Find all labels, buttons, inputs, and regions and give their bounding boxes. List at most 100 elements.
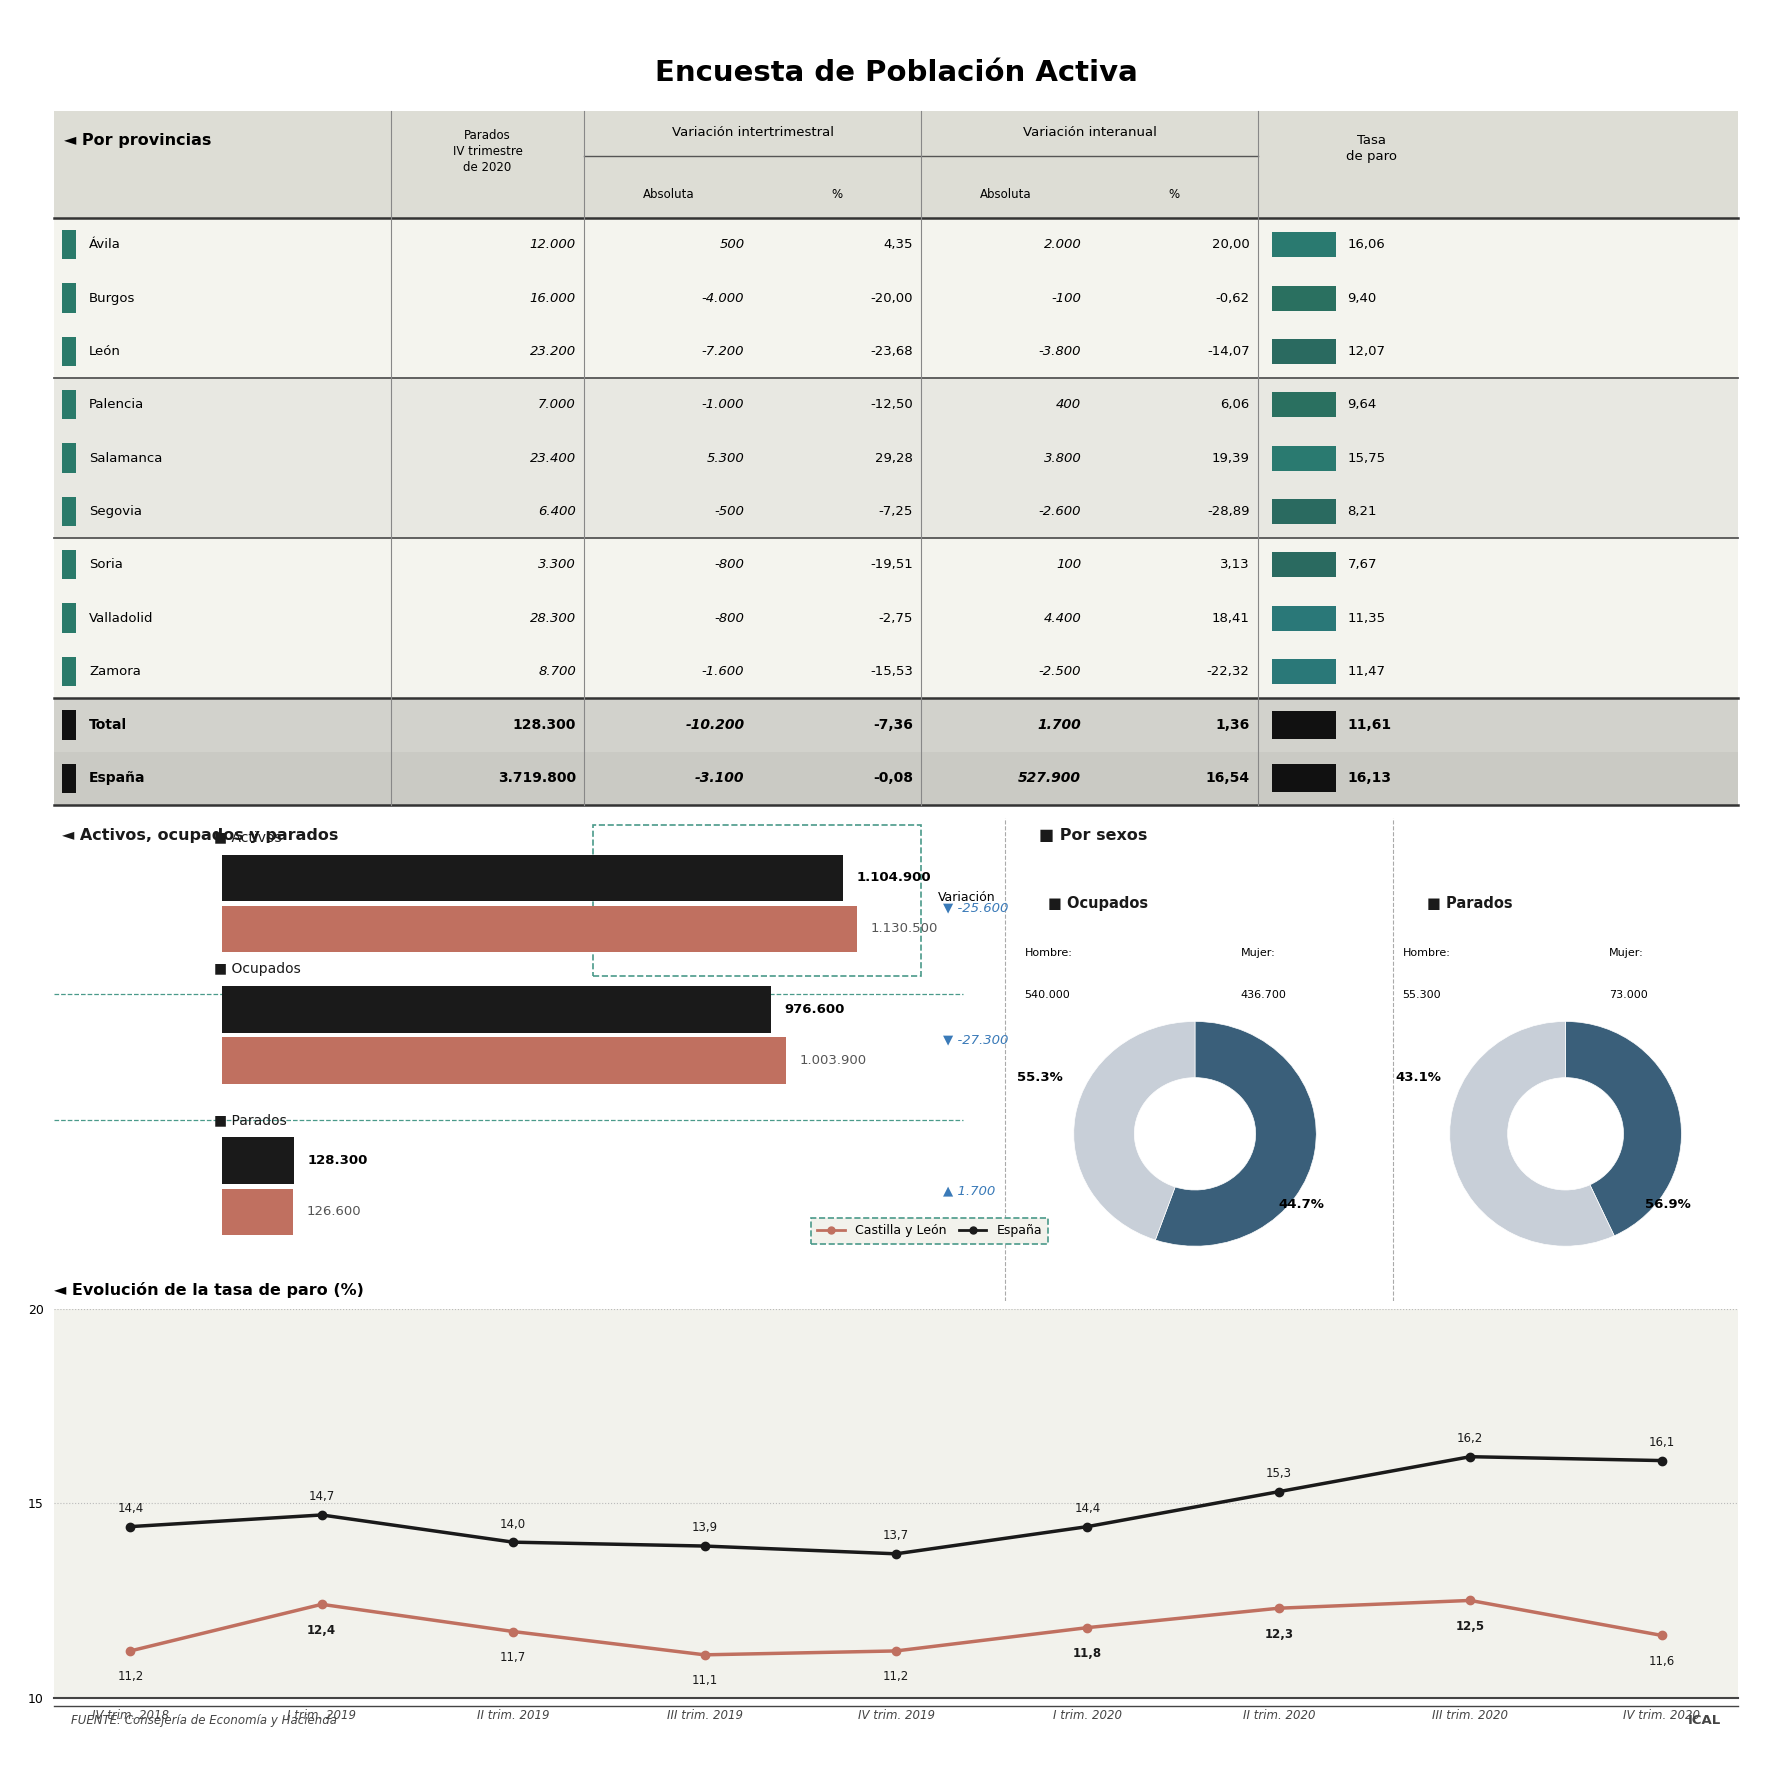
Bar [54, 485, 1738, 538]
Text: 9,64: 9,64 [1348, 398, 1376, 412]
Bar [222, 905, 857, 951]
Text: 1.104.900: 1.104.900 [857, 872, 930, 884]
Text: Encuesta de Población Activa: Encuesta de Población Activa [654, 59, 1138, 87]
Text: 2.000: 2.000 [1043, 238, 1081, 252]
Text: 6,06: 6,06 [1220, 398, 1249, 412]
Bar [1272, 765, 1335, 792]
Text: Tasa
de paro: Tasa de paro [1346, 133, 1398, 163]
Text: %: % [1168, 188, 1179, 201]
Text: -500: -500 [715, 504, 744, 518]
Text: ◄ Activos, ocupados y parados: ◄ Activos, ocupados y parados [63, 827, 339, 843]
Text: 3,13: 3,13 [1220, 559, 1249, 572]
Text: 15,75: 15,75 [1348, 451, 1385, 465]
Text: 16,54: 16,54 [1206, 770, 1249, 785]
Text: 12.000: 12.000 [530, 238, 575, 252]
Text: 3.719.800: 3.719.800 [498, 770, 575, 785]
Text: 976.600: 976.600 [785, 1003, 844, 1015]
Text: Parados
IV trimestre
de 2020: Parados IV trimestre de 2020 [453, 130, 523, 174]
Text: 14,4: 14,4 [1073, 1502, 1100, 1516]
Text: Absoluta: Absoluta [643, 188, 695, 201]
Text: IV trimestre 2020: IV trimestre 2020 [665, 868, 769, 880]
Text: -20,00: -20,00 [871, 291, 912, 305]
Text: 13,7: 13,7 [883, 1528, 909, 1542]
Text: ◄ Evolución de la tasa de paro (%): ◄ Evolución de la tasa de paro (%) [54, 1282, 364, 1298]
Bar [222, 987, 771, 1033]
Bar [1272, 446, 1335, 470]
Text: Soria: Soria [90, 559, 124, 572]
Text: -3.100: -3.100 [695, 770, 744, 785]
Bar [54, 378, 1738, 431]
Text: ▲ 1.700: ▲ 1.700 [943, 1184, 995, 1198]
Bar [54, 431, 1738, 485]
Text: 128.300: 128.300 [513, 717, 575, 731]
Bar [54, 751, 1738, 804]
Text: ■ Activos: ■ Activos [213, 831, 281, 845]
Text: 14,0: 14,0 [500, 1518, 527, 1530]
Text: 11,35: 11,35 [1348, 612, 1385, 625]
Text: 3.300: 3.300 [538, 559, 575, 572]
Bar [1272, 233, 1335, 257]
Text: Palencia: Palencia [90, 398, 145, 412]
Bar [54, 325, 1738, 378]
Text: 6.400: 6.400 [538, 504, 575, 518]
Text: 1,36: 1,36 [1215, 717, 1249, 731]
Text: 1.700: 1.700 [1038, 717, 1081, 731]
Text: -22,32: -22,32 [1206, 666, 1249, 678]
Text: Variación intertrimestral: Variación intertrimestral [672, 126, 833, 138]
Text: 16,1: 16,1 [1649, 1436, 1676, 1448]
Text: -14,07: -14,07 [1208, 344, 1249, 359]
Text: -7,36: -7,36 [873, 717, 912, 731]
Text: -2.500: -2.500 [1039, 666, 1081, 678]
Bar [54, 591, 1738, 644]
Bar [54, 110, 1738, 218]
Text: Ávila: Ávila [90, 238, 122, 252]
Bar [63, 763, 75, 793]
Text: 12,07: 12,07 [1348, 344, 1385, 359]
Bar [1272, 392, 1335, 417]
Text: Variación interanual: Variación interanual [1023, 126, 1156, 138]
Bar [1272, 712, 1335, 738]
Text: Valladolid: Valladolid [90, 612, 154, 625]
Text: España: España [90, 770, 145, 785]
Text: 12,5: 12,5 [1455, 1621, 1486, 1633]
Text: 11,1: 11,1 [692, 1674, 719, 1688]
Bar [54, 644, 1738, 698]
Text: 4,35: 4,35 [883, 238, 912, 252]
Bar [222, 1037, 787, 1085]
Text: 11,61: 11,61 [1348, 717, 1392, 731]
Bar [615, 859, 652, 886]
Text: -7.200: -7.200 [702, 344, 744, 359]
Text: 7,67: 7,67 [1348, 559, 1376, 572]
Text: -800: -800 [715, 559, 744, 572]
Text: 23.200: 23.200 [530, 344, 575, 359]
Text: 12,3: 12,3 [1265, 1628, 1294, 1640]
Text: León: León [90, 344, 122, 359]
Text: 1.003.900: 1.003.900 [799, 1054, 867, 1067]
Text: 15,3: 15,3 [1265, 1466, 1292, 1480]
Text: 8.700: 8.700 [538, 666, 575, 678]
Text: 11,6: 11,6 [1649, 1654, 1676, 1668]
Text: 11,7: 11,7 [500, 1651, 527, 1663]
Text: 28.300: 28.300 [530, 612, 575, 625]
Text: Zamora: Zamora [90, 666, 142, 678]
Text: Variación: Variación [939, 891, 996, 903]
Text: 126.600: 126.600 [306, 1205, 362, 1218]
Text: 12,4: 12,4 [306, 1624, 337, 1637]
Text: ICAL: ICAL [1688, 1715, 1722, 1727]
Text: 16.000: 16.000 [530, 291, 575, 305]
Text: 16,2: 16,2 [1457, 1432, 1484, 1445]
Bar [615, 918, 652, 944]
Bar [63, 657, 75, 687]
Text: -2.600: -2.600 [1039, 504, 1081, 518]
Text: -3.800: -3.800 [1039, 344, 1081, 359]
Text: ■ Parados: ■ Parados [213, 1113, 287, 1127]
Bar [54, 272, 1738, 325]
Text: 11,8: 11,8 [1073, 1647, 1102, 1660]
Text: 400: 400 [1055, 398, 1081, 412]
Bar [222, 854, 842, 902]
Text: 11,2: 11,2 [883, 1670, 909, 1683]
Bar [63, 550, 75, 579]
Text: -28,89: -28,89 [1208, 504, 1249, 518]
Bar [63, 497, 75, 525]
Text: 14,7: 14,7 [308, 1491, 335, 1503]
